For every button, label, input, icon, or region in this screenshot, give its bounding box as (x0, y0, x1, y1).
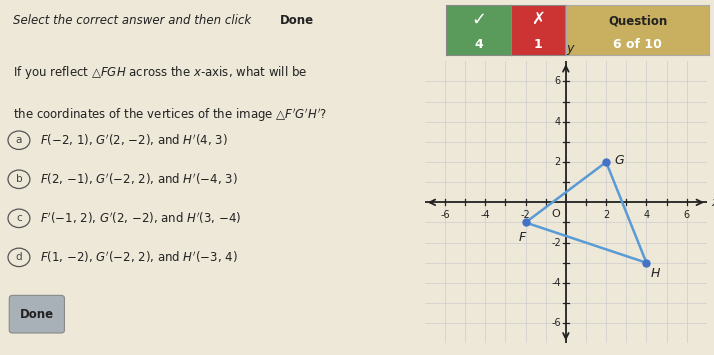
Text: If you reflect △​$\mathit{FGH}$ across the ​$\mathit{x}$-axis, what will be: If you reflect △​$\mathit{FGH}$ across t… (13, 64, 307, 81)
Text: -6: -6 (440, 211, 450, 220)
Text: the coordinates of the vertices of the image △​$\mathit{F'G'H'}$?: the coordinates of the vertices of the i… (13, 106, 327, 124)
Text: ✓: ✓ (471, 10, 486, 28)
Text: -6: -6 (551, 318, 560, 328)
Text: a: a (16, 135, 22, 145)
Text: 2: 2 (603, 211, 609, 220)
Text: 2: 2 (555, 157, 560, 167)
Text: $\mathit{x}$: $\mathit{x}$ (711, 196, 714, 209)
Text: 6: 6 (683, 211, 690, 220)
Text: 6 of 10: 6 of 10 (613, 38, 662, 51)
Text: .: . (301, 14, 305, 27)
Text: -2: -2 (551, 237, 560, 248)
Text: 1: 1 (533, 38, 543, 51)
Text: $\mathit{y}$: $\mathit{y}$ (566, 43, 575, 57)
Text: $\mathit{G}$: $\mathit{G}$ (614, 154, 625, 166)
Text: $\mathit{F'}$(−1, 2), $\mathit{G'}$(2, −2), and $\mathit{H'}$(3, −4): $\mathit{F'}$(−1, 2), $\mathit{G'}$(2, −… (40, 211, 241, 226)
Text: Done: Done (20, 308, 54, 321)
Text: O: O (551, 209, 560, 219)
Text: 4: 4 (555, 117, 560, 127)
Text: b: b (16, 174, 22, 184)
Text: $\mathit{H}$: $\mathit{H}$ (650, 267, 661, 280)
Text: $\mathit{F}$(2, −1), $\mathit{G'}$(−2, 2), and $\mathit{H'}$(−4, 3): $\mathit{F}$(2, −1), $\mathit{G'}$(−2, 2… (40, 171, 238, 187)
FancyBboxPatch shape (9, 295, 64, 333)
Text: $\mathit{F}$(1, −2), $\mathit{G'}$(−2, 2), and $\mathit{H'}$(−3, 4): $\mathit{F}$(1, −2), $\mathit{G'}$(−2, 2… (40, 250, 238, 265)
Text: -2: -2 (521, 211, 531, 220)
Text: Select the correct answer and then click: Select the correct answer and then click (13, 14, 254, 27)
Text: c: c (16, 213, 22, 223)
Text: $\mathit{F}$: $\mathit{F}$ (518, 230, 527, 244)
Text: Question: Question (608, 15, 667, 28)
Text: ✗: ✗ (531, 10, 545, 28)
Text: -4: -4 (551, 278, 560, 288)
Text: 4: 4 (474, 38, 483, 51)
Text: d: d (16, 252, 22, 262)
Text: $\mathit{F}$(−2, 1), $\mathit{G'}$(2, −2), and $\mathit{H'}$(4, 3): $\mathit{F}$(−2, 1), $\mathit{G'}$(2, −2… (40, 132, 228, 148)
Text: 4: 4 (643, 211, 650, 220)
Text: 6: 6 (555, 76, 560, 87)
Text: Done: Done (280, 14, 314, 27)
Text: -4: -4 (481, 211, 490, 220)
